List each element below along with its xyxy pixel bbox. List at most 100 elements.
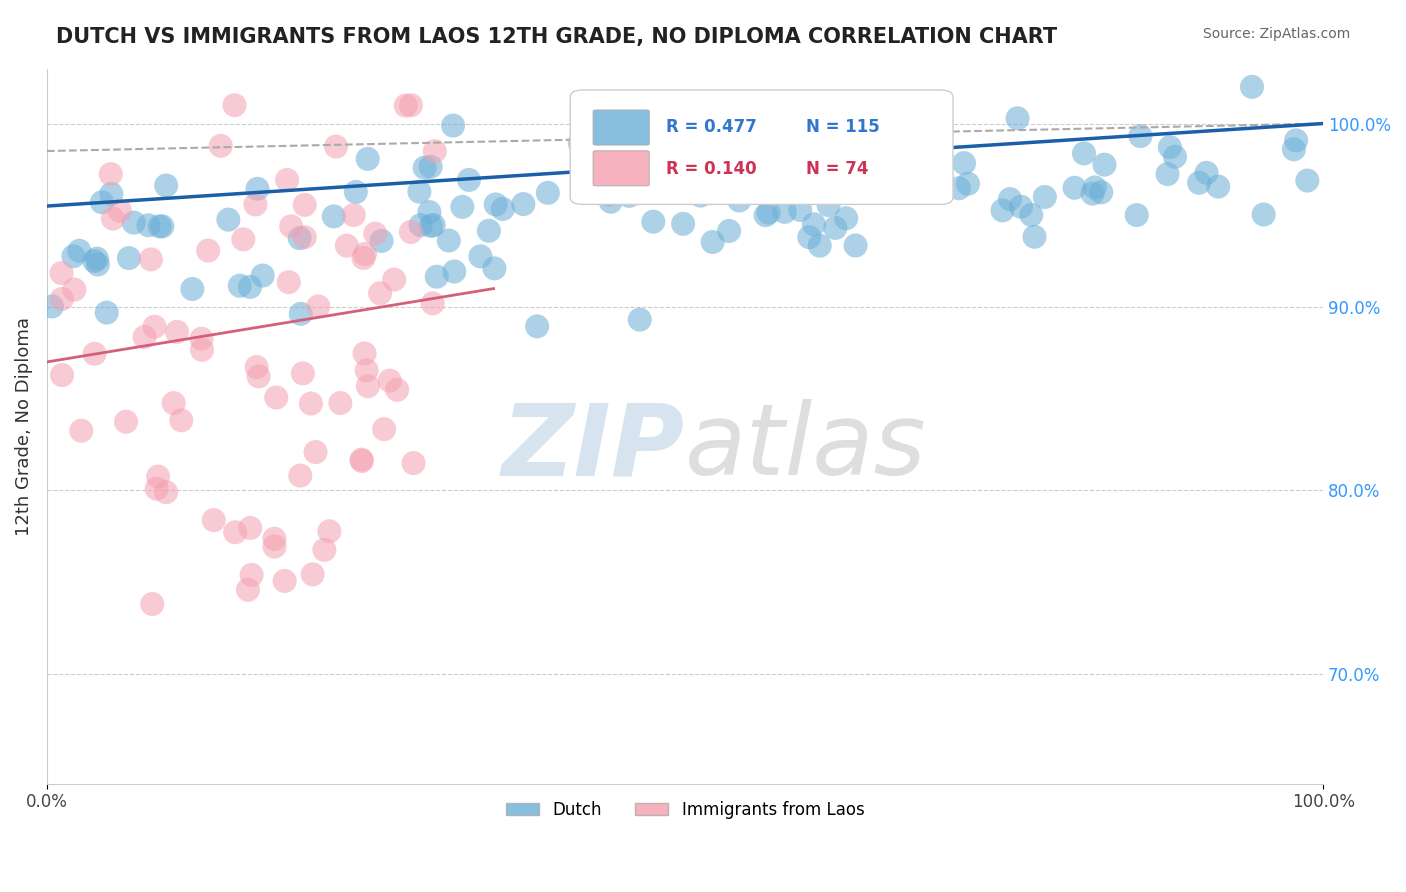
Point (845, 238, 868, 252)
Text: Source: ZipAtlas.com: Source: ZipAtlas.com (1202, 27, 1350, 41)
Point (896, 128, 918, 143)
Point (568, 136, 591, 150)
Point (1188, 176, 1211, 190)
Point (583, 159, 606, 173)
Point (304, 445, 326, 459)
Text: R = 0.140: R = 0.140 (666, 160, 756, 178)
Point (485, 197, 508, 211)
Point (1081, 186, 1104, 201)
Point (329, 396, 352, 410)
Point (357, 379, 380, 393)
Point (395, 98, 418, 112)
Point (122, 216, 145, 230)
Point (808, 238, 831, 252)
Text: R = 0.477: R = 0.477 (666, 118, 756, 136)
Point (83, 254, 105, 268)
Point (512, 197, 534, 211)
Point (343, 208, 366, 222)
Point (353, 251, 375, 265)
Point (755, 208, 778, 222)
Point (155, 178, 177, 193)
Point (150, 219, 173, 234)
Point (702, 235, 724, 249)
Point (353, 346, 375, 360)
Point (51, 368, 73, 383)
Point (224, 98, 246, 112)
Point (239, 521, 262, 535)
Point (51, 266, 73, 280)
Point (443, 264, 465, 278)
Point (1253, 207, 1275, 221)
Point (115, 415, 138, 429)
Point (364, 227, 387, 241)
Point (408, 185, 430, 199)
Point (1007, 112, 1029, 126)
Point (217, 212, 239, 227)
Point (86, 252, 108, 266)
Point (252, 268, 274, 283)
Point (145, 482, 167, 496)
Point (399, 225, 422, 239)
Point (689, 188, 711, 202)
Point (1282, 142, 1305, 156)
FancyBboxPatch shape (593, 151, 650, 186)
Point (90, 195, 112, 210)
Point (350, 454, 373, 468)
Point (1195, 166, 1218, 180)
Point (263, 540, 285, 554)
Point (373, 422, 395, 436)
Point (866, 116, 889, 130)
Point (87, 257, 110, 271)
Point (734, 129, 756, 144)
Point (643, 215, 665, 229)
Y-axis label: 12th Grade, No Diploma: 12th Grade, No Diploma (15, 317, 32, 535)
Point (402, 456, 425, 470)
Point (690, 179, 713, 194)
FancyBboxPatch shape (593, 110, 650, 145)
Point (354, 247, 377, 261)
Point (628, 312, 651, 326)
Point (322, 210, 344, 224)
Point (799, 159, 821, 173)
Point (419, 160, 441, 174)
Point (1296, 173, 1319, 187)
Point (100, 167, 122, 181)
Text: N = 115: N = 115 (806, 118, 880, 136)
Point (344, 185, 367, 199)
Point (96, 305, 118, 319)
Point (291, 367, 314, 381)
Point (1129, 128, 1152, 143)
FancyBboxPatch shape (571, 90, 953, 204)
Point (138, 219, 160, 233)
Point (589, 164, 612, 178)
Point (599, 194, 621, 209)
Point (101, 211, 124, 226)
Point (181, 282, 204, 296)
Point (835, 211, 858, 226)
Point (1084, 180, 1107, 194)
Text: DUTCH VS IMMIGRANTS FROM LAOS 12TH GRADE, NO DIPLOMA CORRELATION CHART: DUTCH VS IMMIGRANTS FROM LAOS 12TH GRADE… (56, 27, 1057, 46)
Point (1019, 208, 1042, 222)
Point (155, 485, 177, 500)
Point (276, 173, 298, 187)
Point (728, 194, 751, 208)
Point (139, 252, 162, 267)
Point (134, 330, 156, 344)
Point (1285, 133, 1308, 147)
Point (470, 249, 492, 263)
Point (699, 136, 721, 151)
Point (422, 218, 444, 232)
Point (451, 200, 474, 214)
Point (758, 205, 780, 219)
Point (1094, 158, 1116, 172)
Point (273, 574, 295, 588)
Point (537, 186, 560, 200)
Point (1206, 179, 1229, 194)
Point (478, 224, 501, 238)
Point (357, 152, 380, 166)
Point (817, 198, 839, 212)
Point (1164, 150, 1187, 164)
Point (690, 174, 713, 188)
Point (409, 218, 432, 232)
Point (277, 275, 299, 289)
